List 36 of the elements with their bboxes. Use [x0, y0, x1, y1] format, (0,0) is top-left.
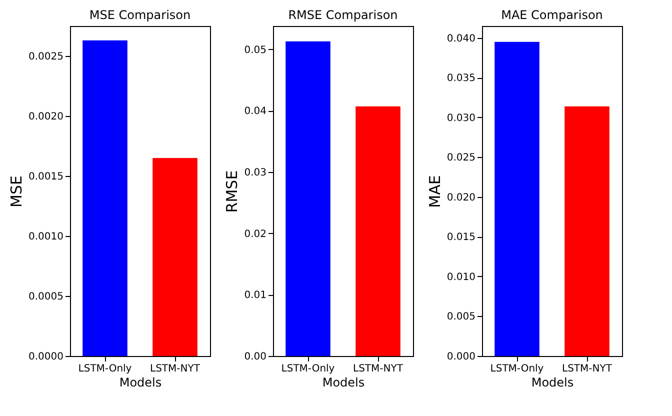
- x-tick-label: LSTM-NYT: [562, 364, 613, 374]
- y-tick-label: 0.025: [446, 152, 476, 164]
- x-axis-title: Models: [322, 376, 365, 390]
- y-tick-label: 0.02: [244, 228, 266, 240]
- chart-title: MAE Comparison: [501, 8, 603, 22]
- y-tick-label: 0.0020: [28, 112, 64, 122]
- y-tick-label: 0.000: [446, 352, 476, 362]
- y-tick-label: 0.010: [446, 272, 476, 283]
- y-axis-title: MAE: [426, 175, 444, 208]
- y-tick-label: 0.005: [446, 312, 476, 323]
- y-tick-label: 0.035: [446, 73, 476, 84]
- y-tick-label: 0.040: [446, 33, 476, 44]
- x-axis-title: Models: [531, 376, 574, 390]
- x-tick-label: LSTM-NYT: [150, 364, 201, 374]
- y-tick-label: 0.030: [446, 112, 476, 124]
- chart-title: RMSE Comparison: [288, 8, 398, 22]
- x-tick-label: LSTM-Only: [490, 364, 544, 374]
- y-tick-label: 0.0015: [28, 172, 64, 182]
- x-tick-label: LSTM-Only: [78, 364, 132, 374]
- y-tick-label: 0.00: [244, 352, 266, 362]
- y-tick-label: 0.04: [244, 106, 266, 118]
- x-axis-title: Models: [119, 376, 162, 390]
- y-tick-label: 0.0025: [28, 52, 64, 62]
- y-axis-title: RMSE: [223, 170, 242, 213]
- y-axis-title: MSE: [8, 176, 26, 208]
- chart-title: MSE Comparison: [89, 8, 191, 22]
- y-tick-label: 0.0010: [28, 232, 64, 242]
- x-tick-label: LSTM-NYT: [353, 364, 404, 374]
- y-tick-label: 0.05: [244, 44, 266, 56]
- y-tick-label: 0.0005: [28, 292, 64, 302]
- y-tick-label: 0.01: [244, 290, 266, 302]
- y-tick-label: 0.0000: [28, 352, 64, 362]
- y-tick-label: 0.020: [446, 192, 476, 204]
- y-tick-label: 0.015: [446, 232, 476, 244]
- y-tick-label: 0.03: [244, 167, 266, 178]
- x-tick-label: LSTM-Only: [281, 364, 335, 374]
